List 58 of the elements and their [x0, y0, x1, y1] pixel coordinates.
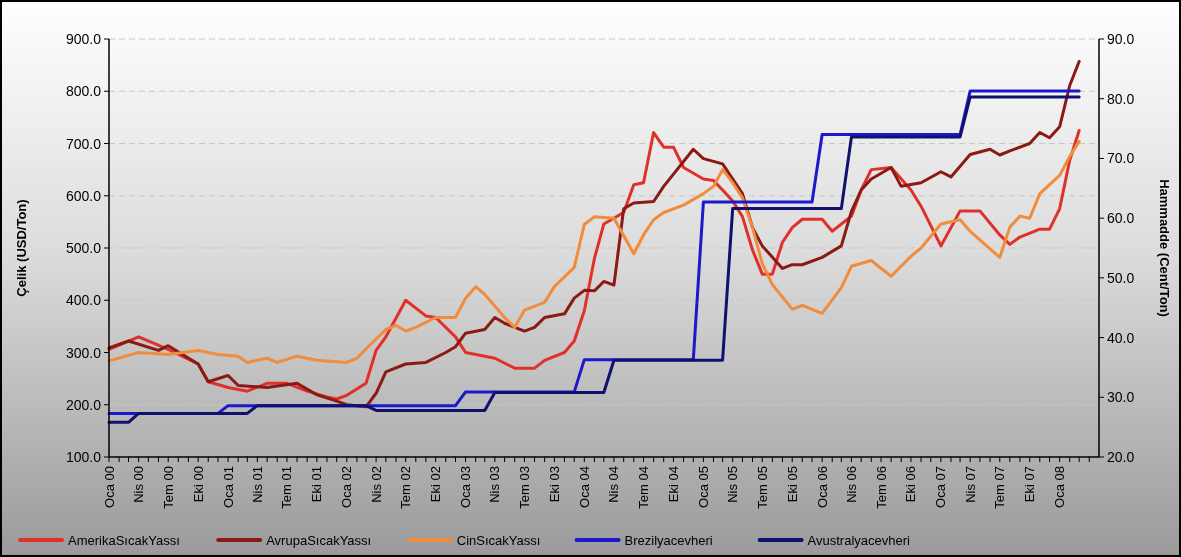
- y2-tick-label: 20.0: [1107, 449, 1135, 465]
- x-tick-label: Oca 02: [339, 466, 355, 508]
- x-tick-label: Eki 03: [546, 466, 562, 503]
- y2-tick-label: 60.0: [1107, 210, 1135, 227]
- x-tick-label: Tem 05: [754, 466, 770, 509]
- x-tick-label: Oca 00: [101, 466, 117, 508]
- x-tick-label: Eki 02: [428, 466, 444, 503]
- x-tick-label: Eki 04: [665, 466, 681, 503]
- legend-label: Brezilyacevheri: [624, 532, 713, 548]
- x-tick-label: Oca 07: [933, 466, 949, 508]
- x-tick-label: Oca 06: [814, 466, 830, 508]
- x-tick-label: Tem 07: [992, 466, 1008, 509]
- x-tick-label: Nis 06: [843, 466, 859, 503]
- y-tick-label: 100.0: [65, 449, 102, 465]
- x-tick-label: Oca 01: [220, 466, 236, 508]
- y2-tick-label: 30.0: [1107, 389, 1135, 406]
- y-tick-label: 500.0: [65, 240, 102, 256]
- legend-label: AvrupaSıcakYassı: [266, 532, 372, 548]
- x-tick-label: Nis 05: [725, 466, 741, 503]
- y-tick-label: 700.0: [65, 135, 102, 152]
- x-tick-label: Oca 03: [458, 466, 474, 508]
- y2-tick-label: 50.0: [1107, 269, 1135, 286]
- y-axis-title: Çelik (USD/Ton): [14, 199, 29, 297]
- x-tick-label: Nis 03: [487, 466, 503, 503]
- x-tick-label: Eki 07: [1022, 466, 1038, 503]
- x-tick-label: Nis 00: [131, 466, 147, 503]
- x-tick-label: Tem 02: [398, 466, 414, 509]
- y2-tick-label: 90.0: [1107, 31, 1135, 47]
- y2-tick-label: 40.0: [1107, 329, 1135, 346]
- x-tick-label: Eki 05: [784, 466, 800, 503]
- x-tick-label: Eki 00: [190, 466, 206, 503]
- y2-tick-label: 70.0: [1107, 150, 1135, 167]
- x-tick-label: Nis 04: [606, 466, 622, 503]
- legend-label: CinSıcakYassı: [456, 532, 541, 548]
- y-tick-label: 300.0: [65, 344, 102, 361]
- y-tick-label: 200.0: [65, 396, 102, 413]
- x-tick-label: Tem 03: [516, 466, 532, 509]
- x-tick-label: Eki 01: [309, 466, 325, 503]
- x-tick-label: Oca 05: [695, 466, 711, 508]
- x-tick-label: Oca 04: [576, 466, 592, 508]
- x-tick-label: Tem 06: [873, 466, 889, 509]
- legend-label: AmerikaSıcakYassı: [68, 532, 180, 548]
- x-tick-label: Oca 08: [1052, 466, 1068, 508]
- x-tick-label: Tem 01: [279, 466, 295, 509]
- line-series: [107, 139, 1081, 364]
- legend-label: Avustralyacevheri: [807, 532, 911, 548]
- y-tick-label: 800.0: [65, 83, 102, 100]
- x-tick-label: Tem 04: [636, 466, 652, 509]
- x-tick-label: Nis 01: [249, 466, 265, 503]
- x-tick-label: Nis 02: [368, 466, 384, 503]
- y2-tick-label: 80.0: [1107, 90, 1135, 107]
- y2-axis-title: Hammadde (Cent/Ton): [1157, 179, 1172, 317]
- y-tick-label: 600.0: [65, 187, 102, 204]
- y-tick-label: 900.0: [65, 31, 102, 47]
- x-tick-label: Nis 07: [962, 466, 978, 503]
- y-tick-label: 400.0: [65, 292, 102, 309]
- x-tick-label: Tem 00: [160, 466, 176, 509]
- x-tick-label: Eki 06: [903, 466, 919, 503]
